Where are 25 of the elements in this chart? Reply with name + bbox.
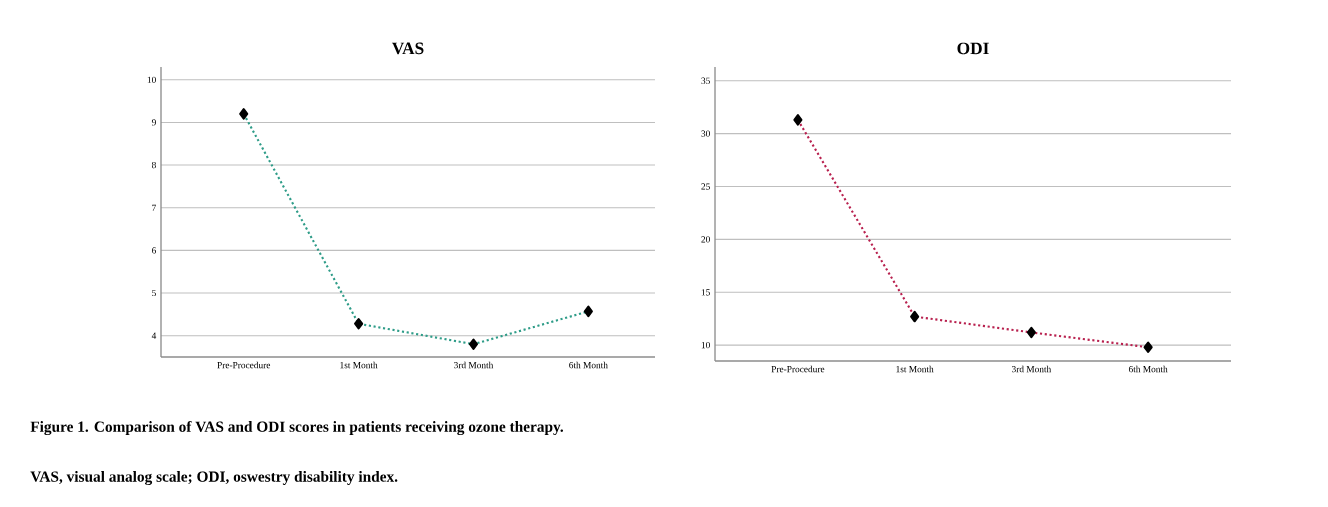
y-tick-label: 35 (701, 77, 710, 84)
y-tick-label: 10 (701, 341, 710, 349)
y-tick-label: 20 (701, 236, 710, 243)
chart-title: ODI (957, 42, 989, 55)
x-tick-label: 1st Month (340, 361, 378, 369)
text: VAS, visual analog scale; ODI, oswestry disability index. (30, 470, 398, 486)
y-tick-label: 15 (701, 289, 710, 296)
y-tick-label: 7 (152, 204, 157, 211)
x-tick-label: 6th Month (569, 361, 608, 369)
x-tick-label: Pre-Procedure (771, 365, 825, 373)
y-tick-label: 5 (152, 289, 156, 297)
y-tick-label: 8 (151, 161, 156, 169)
x-tick-label: 3rd Month (1011, 365, 1052, 373)
y-tick-label: 25 (701, 183, 710, 190)
x-tick-label: 3rd Month (454, 361, 494, 369)
y-tick-label: 4 (151, 332, 157, 339)
chart-title: VAS (391, 42, 424, 55)
caption: Figure 1. Comparison of VAS and ODI scores in patients receiving ozone therapy. (30, 420, 564, 436)
x-tick-label: 6th Month (1128, 365, 1168, 373)
x-tick-label: 1st Month (896, 365, 934, 373)
y-tick-label: 30 (701, 130, 710, 137)
y-tick-label: 9 (151, 119, 156, 126)
y-tick-label: 10 (147, 76, 156, 83)
x-tick-label: Pre-Procedure (217, 361, 271, 369)
y-tick-label: 6 (152, 247, 157, 254)
